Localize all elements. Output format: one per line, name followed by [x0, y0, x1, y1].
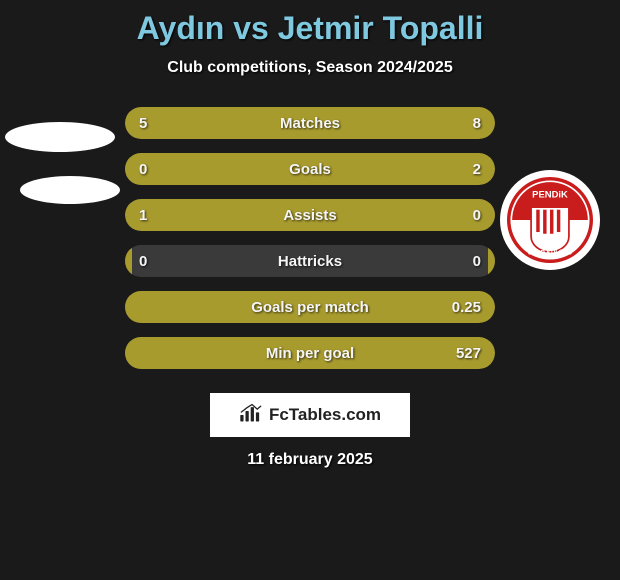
stat-value-right: 527 [456, 337, 481, 369]
brand-box[interactable]: FcTables.com [210, 393, 410, 437]
player-badge-left-2 [20, 176, 120, 204]
stat-value-right: 0.25 [452, 291, 481, 323]
stats-list: 5Matches80Goals21Assists00Hattricks0Goal… [125, 107, 495, 369]
svg-text:PENDiK: PENDiK [532, 190, 568, 201]
stat-value-right: 0 [473, 245, 481, 277]
brand-text: FcTables.com [269, 405, 381, 425]
page-subtitle: Club competitions, Season 2024/2025 [0, 59, 620, 77]
stat-value-right: 0 [473, 199, 481, 231]
stat-row: Min per goal527 [125, 337, 495, 369]
stat-label: Matches [125, 107, 495, 139]
brand-chart-icon [239, 403, 265, 428]
stat-label: Min per goal [125, 337, 495, 369]
stat-label: Assists [125, 199, 495, 231]
stat-label: Goals [125, 153, 495, 185]
svg-text:SPOR KULÜBÜ: SPOR KULÜBÜ [528, 249, 572, 256]
stat-value-right: 8 [473, 107, 481, 139]
stat-row: 1Assists0 [125, 199, 495, 231]
stat-row: 0Goals2 [125, 153, 495, 185]
stat-label: Hattricks [125, 245, 495, 277]
footer-date: 11 february 2025 [0, 451, 620, 469]
stat-row: 0Hattricks0 [125, 245, 495, 277]
stat-value-right: 2 [473, 153, 481, 185]
stat-label: Goals per match [125, 291, 495, 323]
stat-row: 5Matches8 [125, 107, 495, 139]
stat-row: Goals per match0.25 [125, 291, 495, 323]
page-title: Aydın vs Jetmir Topalli [0, 10, 620, 47]
player-badge-left-1 [5, 122, 115, 152]
club-badge-right: PENDiK SPOR KULÜBÜ [500, 170, 600, 270]
